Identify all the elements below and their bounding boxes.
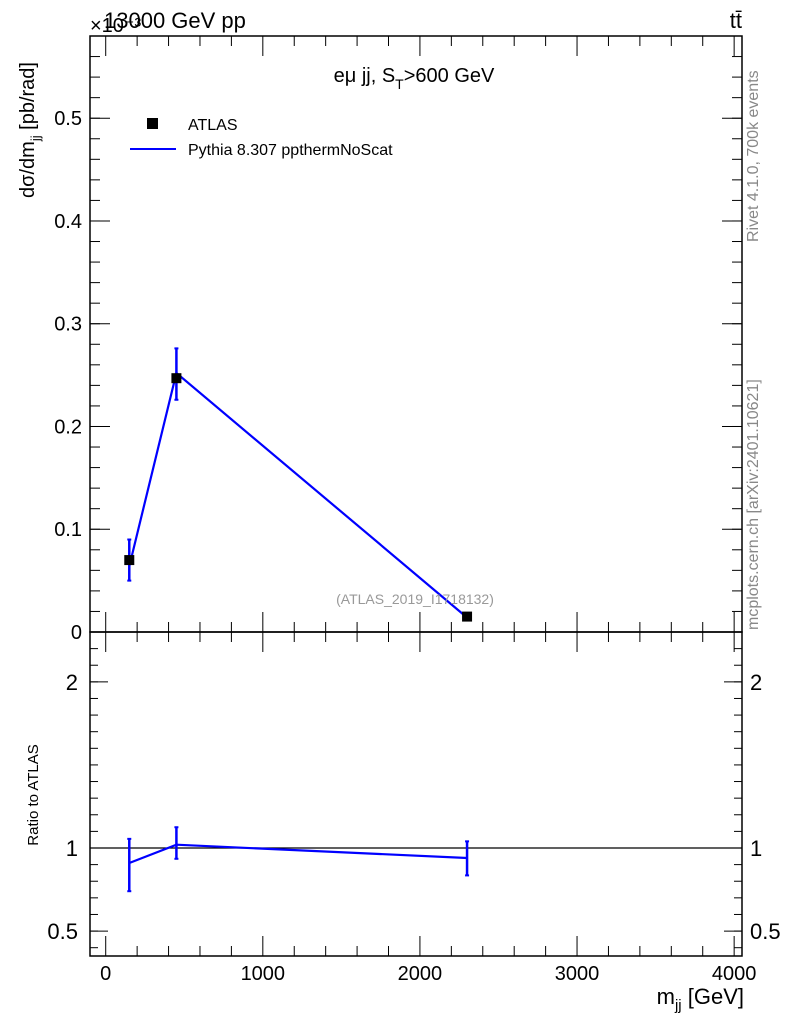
ratio-y-tick-label-left: 0.5 — [47, 919, 78, 944]
chart-title: eμ jj, ST>600 GeV — [334, 65, 495, 92]
ratio-y-axis-label: Ratio to ATLAS — [25, 744, 42, 845]
legend-atlas-marker — [147, 118, 158, 129]
y-tick-label: 0.4 — [54, 211, 82, 233]
y-tick-label-zero: 0 — [71, 622, 82, 644]
x-tick-label: 0 — [100, 963, 111, 985]
x-tick-label: 3000 — [555, 963, 600, 985]
main-y-axis-label: dσ/dmjj [pb/rad] — [17, 62, 43, 198]
x-axis-label: mjj [GeV] — [657, 984, 744, 1014]
ratio-axis-ticks: 0 1000 2000 3000 4000 0.5 0.5 1 1 2 2 — [47, 632, 781, 985]
atlas-data-point — [124, 555, 135, 566]
ratio-y-tick-label-left: 1 — [66, 836, 78, 861]
y-tick-label: 0.5 — [54, 108, 82, 130]
x-tick-label: 1000 — [241, 963, 286, 985]
y-tick-label: 0.1 — [54, 519, 82, 541]
analysis-watermark: (ATLAS_2019_I1718132) — [336, 591, 494, 607]
mcplots-reference-label: mcplots.cern.ch [arXiv:2401.10621] — [745, 379, 762, 630]
x-tick-label: 4000 — [712, 963, 757, 985]
ratio-y-tick-label-right: 2 — [750, 670, 762, 695]
atlas-data-point — [462, 611, 473, 622]
ratio-y-tick-label-right: 0.5 — [750, 919, 781, 944]
legend-pythia-label: Pythia 8.307 ppthermNoScat — [188, 142, 393, 159]
ratio-y-tick-label-right: 1 — [750, 836, 762, 861]
legend-atlas-label: ATLAS — [188, 117, 238, 134]
header-energy-label: 13000 GeV pp — [104, 8, 246, 33]
header-process-label: tt̄ — [730, 8, 742, 33]
pythia-series-line — [128, 371, 468, 619]
x-tick-label: 2000 — [398, 963, 443, 985]
legend: ATLAS Pythia 8.307 ppthermNoScat — [130, 117, 393, 159]
y-tick-label: 0.2 — [54, 416, 82, 438]
y-tick-label: 0.3 — [54, 314, 82, 336]
main-chart-marks — [124, 347, 473, 622]
atlas-data-point — [171, 373, 182, 384]
ratio-panel-frame — [89, 631, 743, 957]
ratio-y-tick-label-left: 2 — [66, 670, 78, 695]
main-axis-ticks: 0.1 0.2 0.3 0.4 0.5 0 — [54, 36, 742, 644]
rivet-version-label: Rivet 4.1.0, 700k events — [745, 70, 762, 242]
y-axis-exponent: ×10⁻³ — [90, 15, 141, 37]
ratio-chart-marks — [90, 826, 742, 893]
